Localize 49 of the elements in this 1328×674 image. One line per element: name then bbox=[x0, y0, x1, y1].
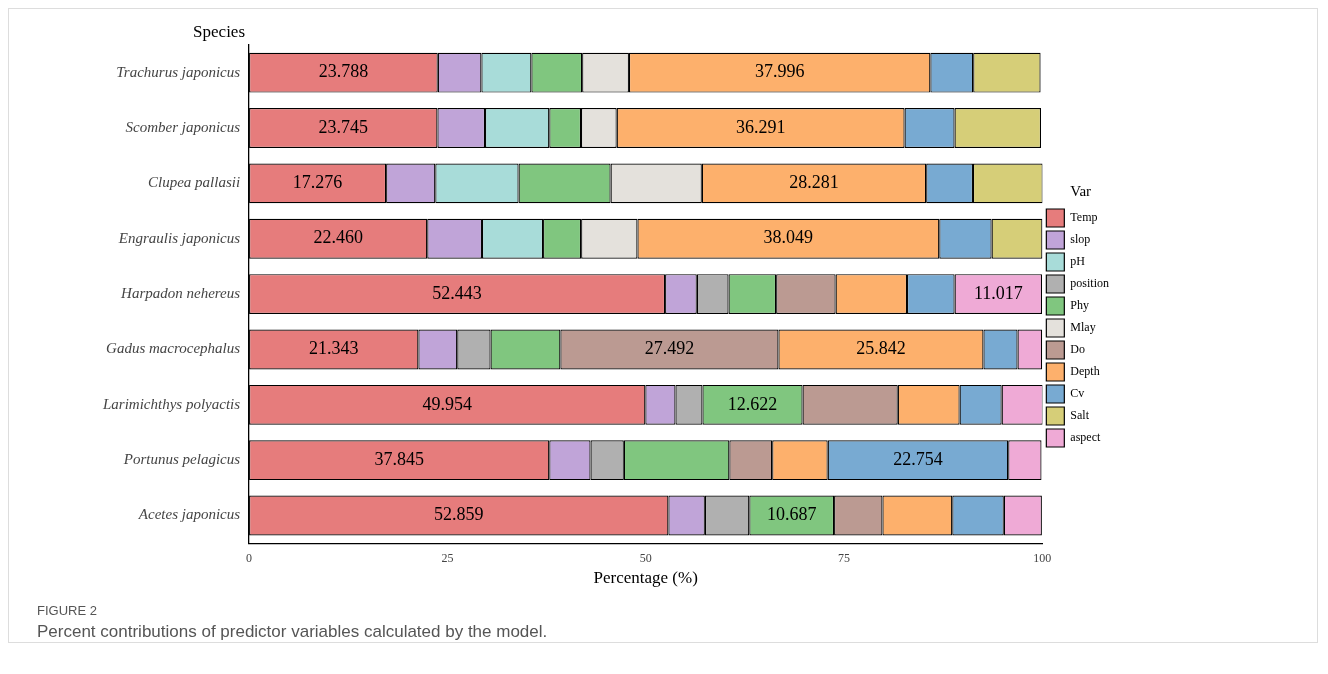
x-axis-title: Percentage (%) bbox=[593, 568, 698, 588]
legend-label: Salt bbox=[1070, 408, 1090, 423]
legend-label: Phy bbox=[1070, 298, 1090, 313]
y-tick-label: Gadus macrocephalus bbox=[106, 340, 241, 357]
legend-label: aspect bbox=[1070, 430, 1101, 445]
legend-label: slop bbox=[1070, 232, 1091, 247]
x-tick-label: 100 bbox=[1033, 550, 1052, 565]
y-tick-label: Trachurus japonicus bbox=[116, 63, 241, 80]
data-label: 10.687 bbox=[766, 504, 817, 525]
data-label: 23.788 bbox=[318, 61, 369, 82]
data-label: 52.859 bbox=[433, 504, 484, 525]
legend-label: Temp bbox=[1070, 210, 1098, 225]
x-tick-label: 75 bbox=[838, 550, 851, 565]
data-label: 12.622 bbox=[727, 393, 778, 414]
data-label: 27.492 bbox=[644, 338, 695, 359]
caption: FIGURE 2 bbox=[37, 603, 98, 618]
y-tick-label: Clupea pallasii bbox=[147, 174, 241, 191]
y-tick-label: Larimichthys polyactis bbox=[101, 395, 241, 412]
y-tick-label: Harpadon nehereus bbox=[120, 285, 241, 302]
legend-label: Mlay bbox=[1070, 320, 1096, 335]
data-label: 11.017 bbox=[973, 282, 1023, 303]
legend-label: Cv bbox=[1070, 386, 1085, 401]
legend-title: Var bbox=[1070, 183, 1092, 200]
data-label: 23.745 bbox=[318, 116, 368, 137]
data-label: 25.842 bbox=[856, 338, 906, 359]
legend-label: Do bbox=[1070, 342, 1085, 357]
x-tick-label: 0 bbox=[246, 550, 253, 565]
y-tick-label: Portunus pelagicus bbox=[122, 451, 241, 468]
data-label: 49.954 bbox=[422, 393, 472, 414]
data-label: 22.754 bbox=[893, 448, 943, 469]
data-label: 21.343 bbox=[308, 338, 359, 359]
legend-label: Depth bbox=[1070, 364, 1100, 379]
legend-label: pH bbox=[1070, 254, 1086, 269]
x-tick-label: 50 bbox=[639, 550, 652, 565]
y-tick-label: Acetes japonicus bbox=[137, 506, 241, 523]
legend-label: position bbox=[1070, 276, 1109, 291]
data-label: 22.460 bbox=[313, 227, 363, 248]
y-tick-label: Engraulis japonicus bbox=[117, 229, 241, 246]
data-label: 37.845 bbox=[374, 448, 424, 469]
y-axis-title: Species bbox=[193, 21, 246, 41]
data-label: 28.281 bbox=[789, 172, 839, 193]
data-label: 36.291 bbox=[735, 116, 786, 137]
data-label: 52.443 bbox=[432, 282, 482, 303]
y-tick-label: Scomber japonicus bbox=[125, 118, 241, 135]
x-tick-label: 25 bbox=[441, 550, 454, 565]
data-label: 17.276 bbox=[292, 172, 343, 193]
text: Percent contributions of predictor variables calculated by the model. bbox=[37, 622, 549, 642]
data-label: 37.996 bbox=[754, 61, 805, 82]
data-label: 38.049 bbox=[763, 227, 814, 248]
